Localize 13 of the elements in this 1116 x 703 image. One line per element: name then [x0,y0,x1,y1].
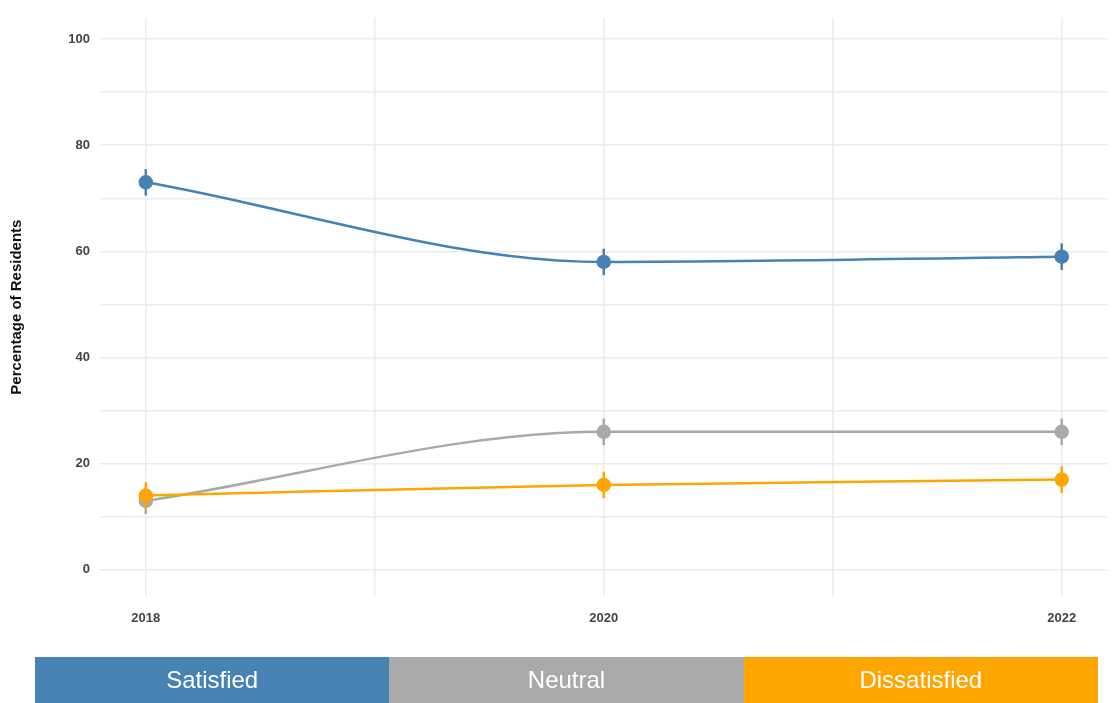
y-tick-label: 80 [75,136,90,152]
y-axis-title: Percentage of Residents [7,219,25,395]
y-tick-label: 20 [75,455,90,471]
x-tick-label: 2018 [131,609,161,625]
y-tick-label: 60 [75,242,90,258]
x-tick-label: 2022 [1047,609,1077,625]
text: Satisfied [35,657,390,703]
x-tick-label: 2020 [589,609,619,625]
text: Neutral [389,657,744,703]
text: Dissatisfied [743,657,1098,703]
y-tick-label: 0 [82,561,90,577]
y-tick-label: 100 [68,30,90,46]
y-tick-label: 40 [75,349,90,365]
